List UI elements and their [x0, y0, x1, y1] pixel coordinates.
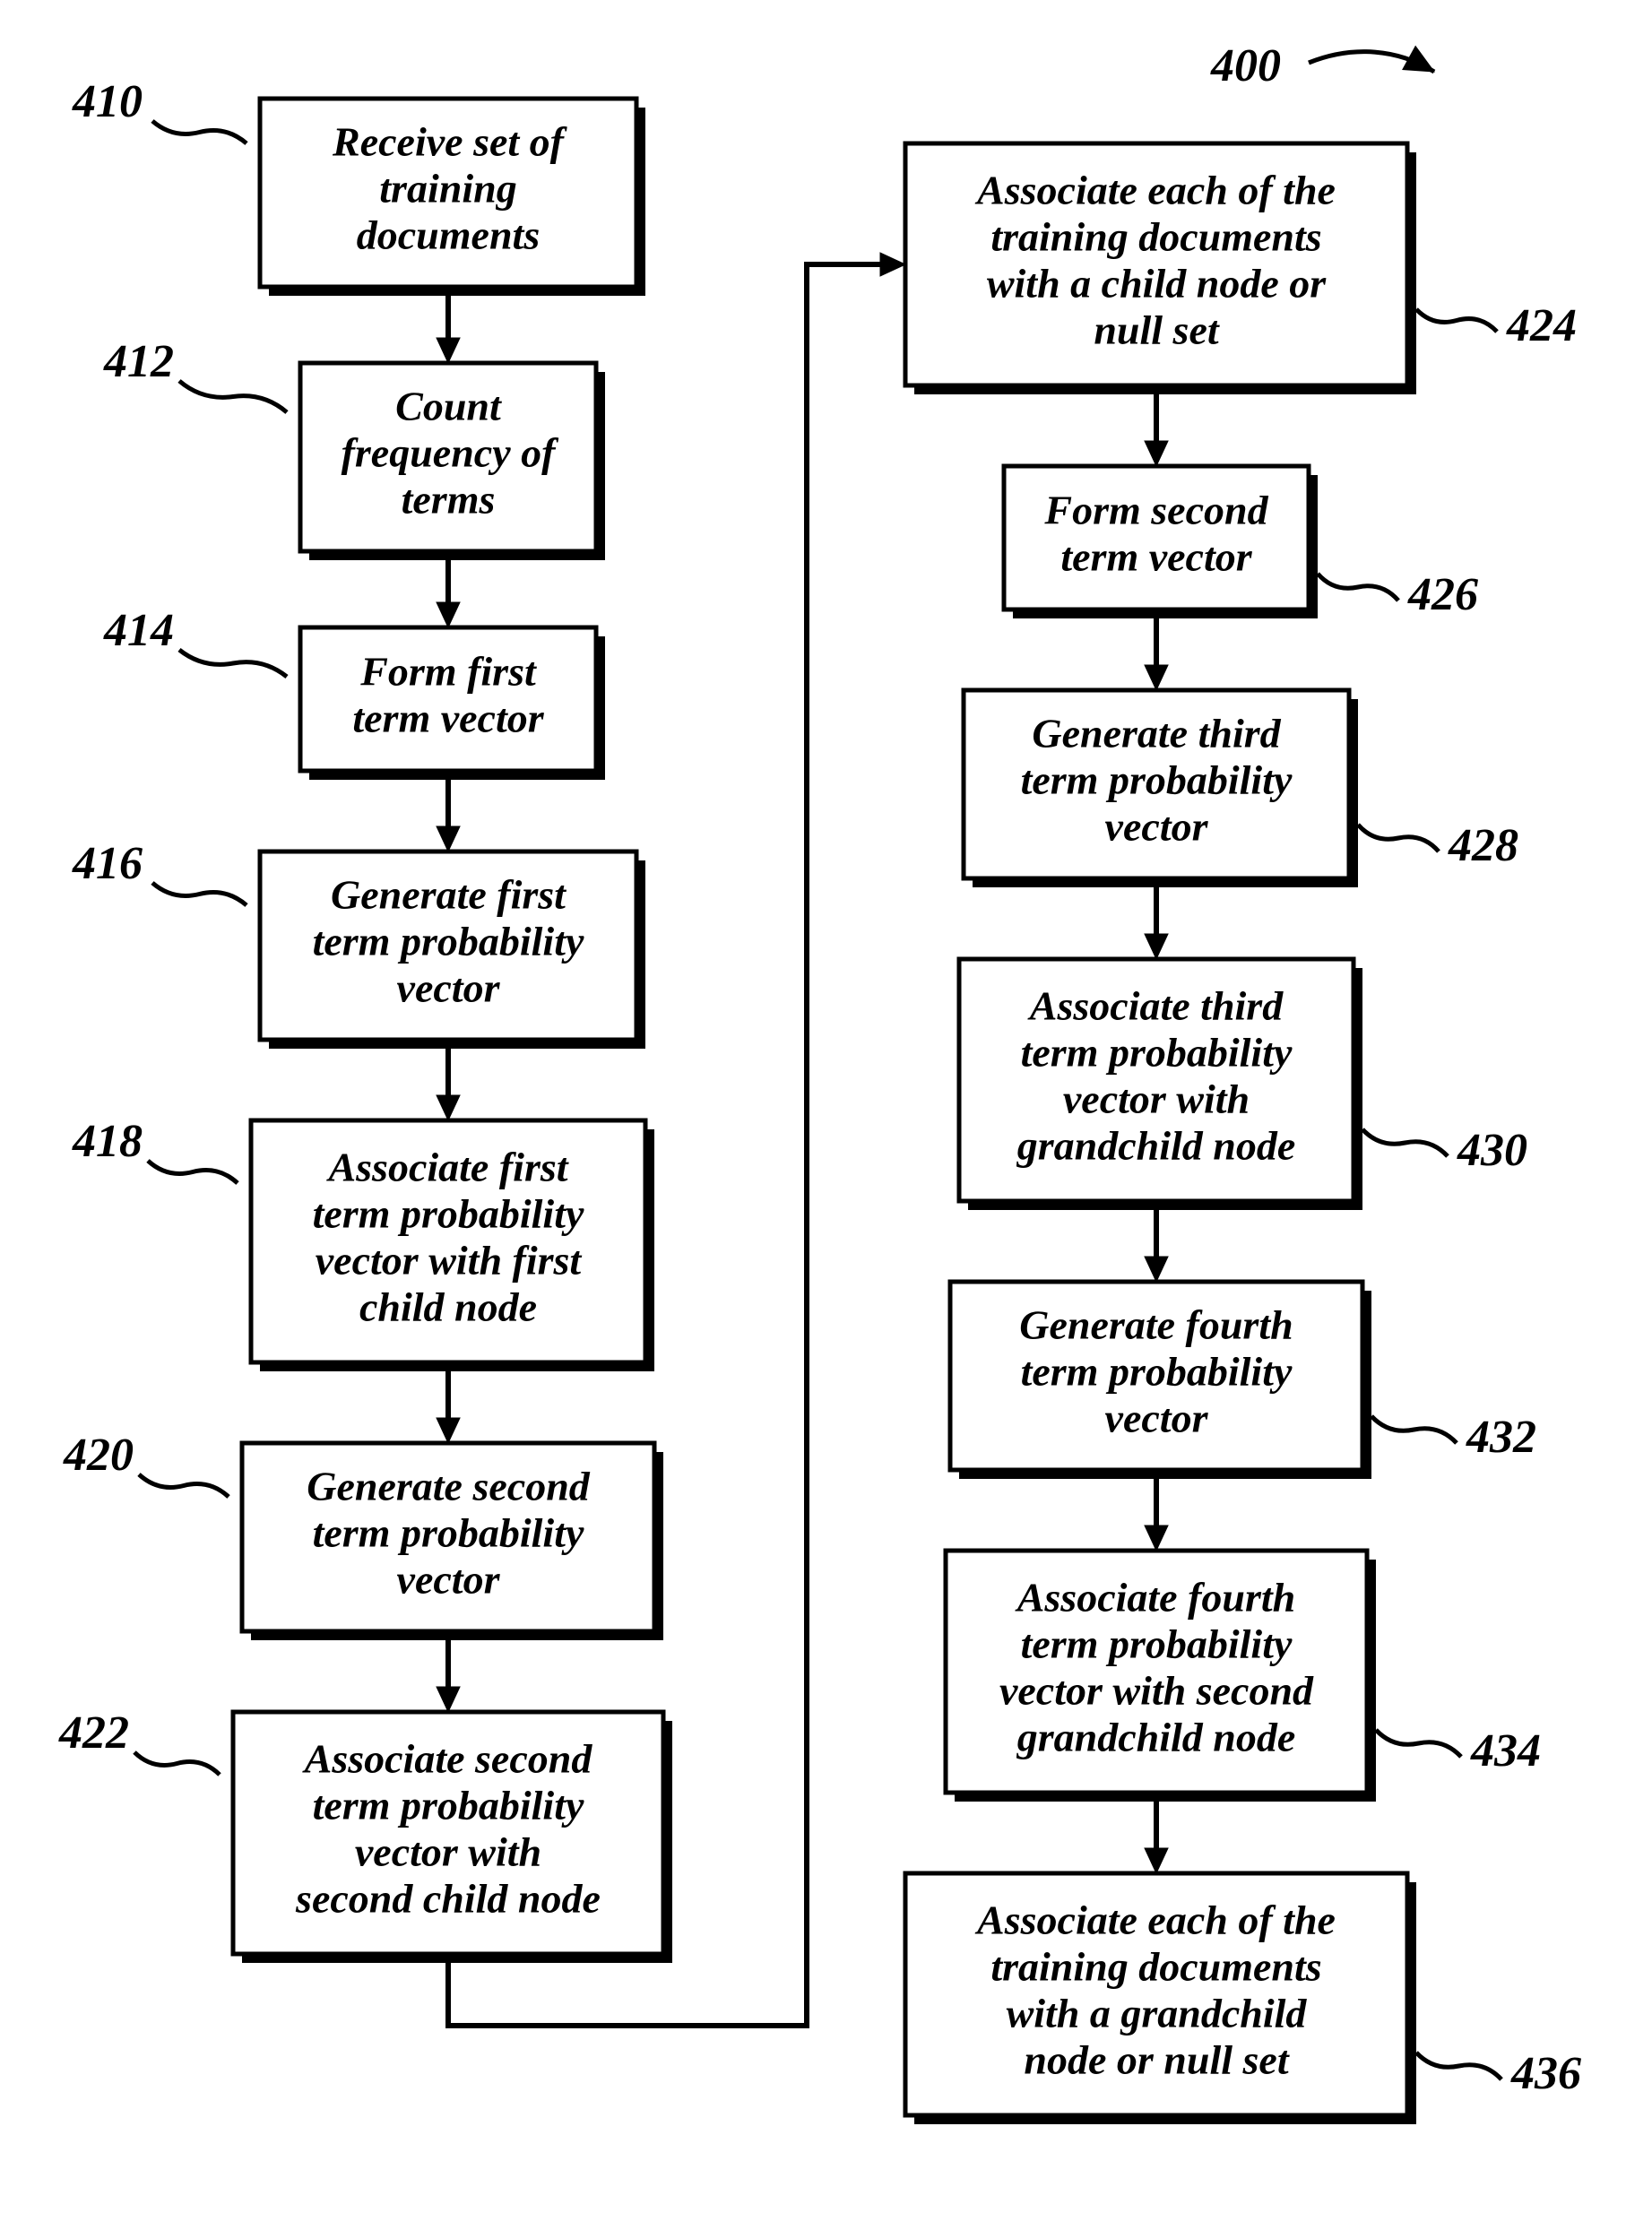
flow-step-text: Associate third: [1027, 983, 1284, 1029]
flowchart-canvas: Receive set oftrainingdocuments 410 Countf…: [0, 0, 1652, 2230]
flow-step-text: Associate each of the: [974, 168, 1336, 213]
ref-label: 430: [1457, 1125, 1527, 1176]
flow-step-text: term vector: [1060, 534, 1252, 580]
flow-step-text: vector with: [1063, 1076, 1250, 1122]
ref-label: 420: [63, 1430, 134, 1481]
ref-squiggle-connector: [1416, 2053, 1501, 2079]
flow-step-text: training documents: [990, 1944, 1321, 1990]
ref-label: 416: [72, 838, 143, 889]
ref-squiggle-connector: [134, 1752, 220, 1775]
arrowhead-icon: [437, 1095, 460, 1120]
flow-step-text: terms: [402, 477, 496, 523]
figure-ref-label: 400: [1210, 40, 1281, 91]
flow-step-text: documents: [357, 212, 540, 258]
flow-step-text: term probability: [1021, 1621, 1293, 1667]
flow-step-text: vector with second: [999, 1668, 1314, 1714]
flow-step-text: vector: [1105, 1396, 1209, 1441]
arrowhead-icon: [1145, 934, 1168, 959]
flow-step-text: Generate third: [1032, 711, 1281, 756]
flow-step-text: Form second: [1043, 488, 1268, 533]
ref-squiggle-connector: [179, 381, 287, 412]
ref-squiggle-connector: [179, 650, 287, 677]
ref-squiggle-connector: [1376, 1730, 1461, 1757]
flow-step-text: term probability: [1021, 1030, 1293, 1076]
ref-squiggle-connector: [1371, 1416, 1457, 1443]
flow-step-text: Form first: [359, 649, 537, 695]
arrowhead-icon: [437, 338, 460, 363]
ref-label: 410: [72, 76, 143, 127]
flow-step-text: term probability: [313, 919, 584, 964]
ref-label: 432: [1466, 1412, 1536, 1463]
ref-label: 424: [1506, 300, 1577, 351]
flow-step-text: Associate each of the: [974, 1897, 1336, 1943]
flow-step-text: vector: [1105, 804, 1209, 850]
ref-squiggle-connector: [1318, 574, 1398, 601]
arrowhead-icon: [437, 826, 460, 851]
ref-label: 428: [1448, 820, 1518, 871]
ref-label: 434: [1470, 1725, 1541, 1776]
ref-label: 418: [72, 1116, 143, 1167]
arrowhead-icon: [880, 253, 905, 276]
ref-label: 426: [1407, 569, 1478, 620]
flow-step-text: Associate first: [325, 1145, 568, 1190]
ref-label: 414: [103, 605, 174, 656]
ref-label: 436: [1510, 2048, 1581, 2099]
flow-step-text: node or null set: [1024, 2037, 1289, 2083]
flow-step-text: vector with first: [316, 1238, 583, 1284]
flow-step-text: Generate first: [331, 872, 567, 918]
arrowhead-icon: [437, 1418, 460, 1443]
arrowhead-icon: [437, 1687, 460, 1712]
arrowhead-icon: [1145, 1526, 1168, 1551]
arrowhead-icon: [437, 602, 460, 627]
flow-step-text: term probability: [313, 1783, 584, 1828]
ref-squiggle-connector: [1362, 1129, 1448, 1156]
flow-step-text: Associate second: [302, 1736, 593, 1782]
flow-step-text: Associate fourth: [1015, 1575, 1296, 1621]
flow-step-text: term probability: [313, 1510, 584, 1556]
flow-step-text: grandchild node: [1016, 1715, 1296, 1760]
ref-squiggle-connector: [152, 883, 247, 905]
flow-step-text: grandchild node: [1016, 1123, 1296, 1169]
ref-squiggle-connector: [1358, 825, 1439, 851]
flow-step-text: vector with: [355, 1829, 541, 1875]
ref-label: 422: [58, 1707, 129, 1759]
flow-step-text: with a grandchild: [1007, 1991, 1308, 2036]
flow-step-text: with a child node or: [987, 261, 1327, 307]
flow-step-text: training documents: [990, 214, 1321, 260]
flow-step-text: vector: [397, 1557, 501, 1603]
flow-step-text: Generate second: [307, 1464, 591, 1509]
flow-step-text: frequency of: [342, 430, 560, 476]
flow-step-text: term probability: [1021, 1349, 1293, 1395]
ref-squiggle-connector: [148, 1161, 238, 1183]
flow-step-text: Receive set of: [332, 119, 568, 165]
flow-step-text: term vector: [352, 696, 544, 741]
ref-label: 412: [103, 336, 174, 387]
arrowhead-icon: [1145, 441, 1168, 466]
flow-step-text: child node: [359, 1284, 537, 1330]
flow-step-text: term probability: [313, 1191, 584, 1237]
flow-step-text: vector: [397, 965, 501, 1011]
arrowhead-icon: [1145, 1848, 1168, 1873]
flow-step-text: term probability: [1021, 757, 1293, 803]
ref-squiggle-connector: [152, 121, 247, 143]
arrowhead-icon: [1145, 1257, 1168, 1282]
flow-step-text: second child node: [295, 1876, 601, 1922]
arrowhead-icon: [1145, 665, 1168, 690]
ref-squiggle-connector: [1416, 309, 1497, 332]
ref-squiggle-connector: [139, 1474, 229, 1497]
flow-step-text: null set: [1094, 307, 1220, 353]
flow-step-text: Count: [395, 384, 502, 429]
flow-step-text: Generate fourth: [1019, 1302, 1293, 1348]
flow-step-text: training: [379, 166, 516, 212]
